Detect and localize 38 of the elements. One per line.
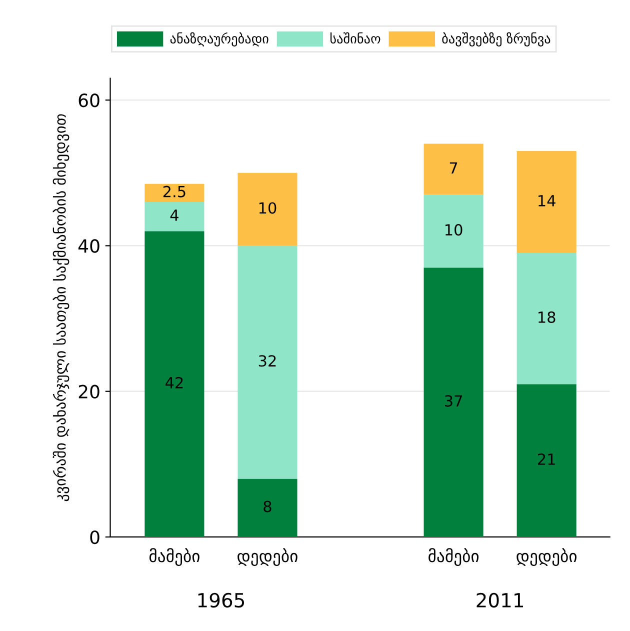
y-tick-label: 40 [78,239,100,253]
y-tick-label: 20 [78,384,100,398]
bar [238,478,298,537]
bar [144,184,204,202]
legend-label: ანაზღაურებადი [170,32,268,46]
y-axis-title: კვირაში დახარჯული საათები საქმიანობის მიხედვით [52,114,70,502]
bar [424,268,484,537]
bar [516,151,576,253]
data-label: 42 [165,376,183,388]
x-tick-label: მამები [428,548,479,566]
bar [516,384,576,537]
bar [238,172,298,246]
data-label: 14 [538,195,556,206]
data-label: 10 [259,202,276,214]
data-label: 10 [446,224,462,236]
legend-label: საშინაო [330,32,380,44]
bar [424,194,484,268]
data-label: 37 [444,395,462,407]
bar [424,144,484,195]
data-label: 2.5 [163,186,186,198]
text: 1965 [198,592,244,608]
data-label: 4 [170,210,178,221]
bar [144,231,204,537]
data-label: 32 [258,355,276,367]
text: 2011 [476,592,524,608]
x-tick-label: დედები [238,548,298,566]
data-label: 7 [450,162,458,174]
data-label: 21 [538,453,555,465]
bar [516,253,576,384]
x-tick-label: მამები [149,548,200,566]
data-label: 8 [264,500,272,512]
y-tick-label: 60 [78,94,100,108]
y-tick-label: 0 [90,530,100,544]
x-tick-label: დედები [516,548,576,566]
bar [238,246,298,479]
legend-label: ბავშვებზე ზრუნვა [442,32,550,46]
data-label: 18 [538,311,556,323]
bar [144,202,204,232]
